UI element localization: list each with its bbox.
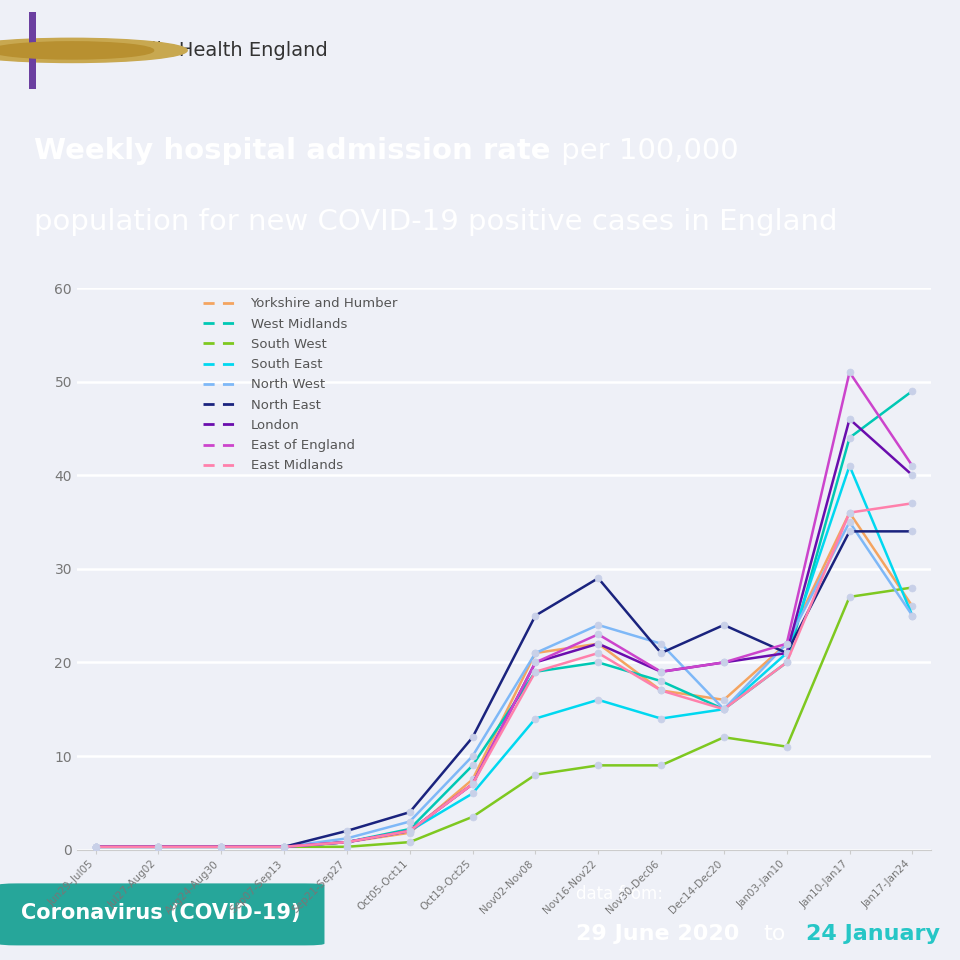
Text: data from:: data from: [576,885,663,903]
Text: Weekly hospital admission rate: Weekly hospital admission rate [34,137,550,165]
Text: 29 June 2020: 29 June 2020 [576,924,739,945]
Circle shape [0,38,187,62]
Text: Public Health England: Public Health England [115,41,328,60]
Legend: Yorkshire and Humber, West Midlands, South West, South East, North West, North E: Yorkshire and Humber, West Midlands, Sou… [203,298,397,472]
Bar [29,12,36,88]
Text: per 100,000: per 100,000 [552,137,738,165]
Text: 24 January: 24 January [806,924,941,945]
Text: Coronavirus (COVID-19): Coronavirus (COVID-19) [21,902,300,923]
Circle shape [0,42,154,59]
FancyBboxPatch shape [0,883,324,946]
Text: to: to [763,924,785,945]
Text: population for new COVID-19 positive cases in England: population for new COVID-19 positive cas… [34,207,837,236]
